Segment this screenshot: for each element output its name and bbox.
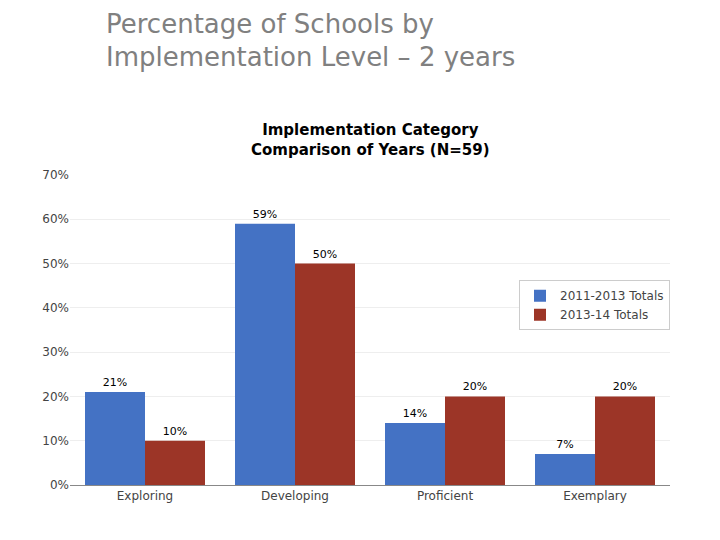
svg-text:21%: 21% — [103, 376, 127, 389]
svg-text:50%: 50% — [42, 257, 69, 271]
svg-text:Exemplary: Exemplary — [563, 489, 627, 503]
svg-text:59%: 59% — [253, 208, 277, 221]
svg-text:Exploring: Exploring — [117, 489, 173, 503]
svg-text:0%: 0% — [50, 478, 69, 492]
svg-text:70%: 70% — [42, 168, 69, 182]
svg-text:Developing: Developing — [261, 489, 329, 503]
svg-text:7%: 7% — [556, 438, 573, 451]
svg-text:40%: 40% — [42, 301, 69, 315]
svg-text:10%: 10% — [42, 434, 69, 448]
svg-text:20%: 20% — [463, 380, 487, 393]
svg-text:Proficient: Proficient — [417, 489, 474, 503]
svg-text:20%: 20% — [613, 380, 637, 393]
svg-text:20%: 20% — [42, 390, 69, 404]
svg-text:60%: 60% — [42, 212, 69, 226]
svg-text:Implementation CategoryCompari: Implementation CategoryComparison of Yea… — [251, 121, 490, 159]
svg-text:50%: 50% — [313, 248, 337, 261]
svg-text:Percentage of Schools byImplem: Percentage of Schools byImplementation L… — [106, 9, 515, 73]
svg-text:30%: 30% — [42, 345, 69, 359]
svg-text:2011-2013 Totals: 2011-2013 Totals — [560, 289, 664, 303]
svg-text:14%: 14% — [403, 407, 427, 420]
svg-text:2013-14 Totals: 2013-14 Totals — [560, 308, 648, 322]
svg-text:10%: 10% — [163, 425, 187, 438]
